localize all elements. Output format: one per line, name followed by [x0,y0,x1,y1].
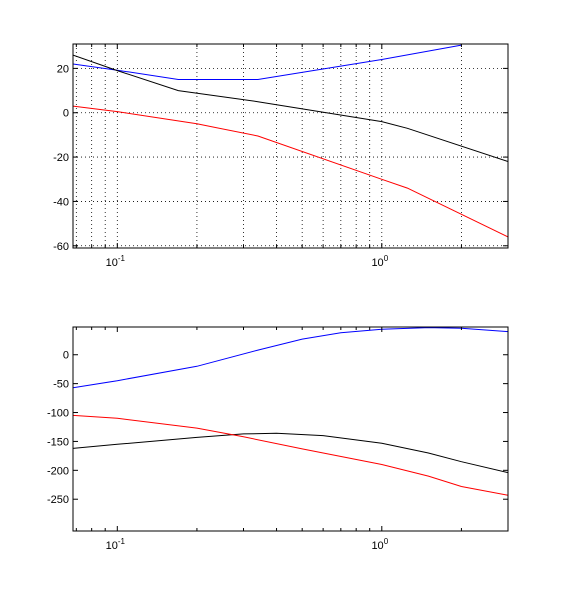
series-line-3 [73,105,508,238]
y-tick-label: -40 [53,196,69,208]
series-line-2 [73,54,508,162]
axes-frame [72,326,509,532]
plot-area [73,327,508,531]
y-tick-label: -200 [47,465,69,477]
y-tick-label: -150 [47,436,69,448]
y-tick-label: 0 [63,108,69,120]
y-tick-label: -60 [53,241,69,253]
y-tick-label: -50 [53,379,69,391]
y-tick-label: -20 [53,152,69,164]
y-tick-label: -250 [47,494,69,506]
magnitude-plot: 20 0 -20 -40 -60 10-1 100 [53,43,509,269]
y-tick-label: 20 [57,63,69,75]
series-line-1 [73,327,508,389]
phase-plot: 0 -50 -100 -150 -200 -250 10-1 100 [47,326,509,552]
series-line-1 [73,44,462,80]
axes-frame [72,43,509,249]
x-tick-label: 10-1 [106,254,126,269]
y-tick-label: 0 [63,350,69,362]
x-tick-label: 100 [371,537,388,552]
x-tick-label: 10-1 [106,537,126,552]
y-tick-label: -100 [47,408,69,420]
plot-area [73,44,508,248]
series-line-3 [73,414,508,496]
series-line-2 [73,432,508,474]
x-tick-label: 100 [371,254,388,269]
